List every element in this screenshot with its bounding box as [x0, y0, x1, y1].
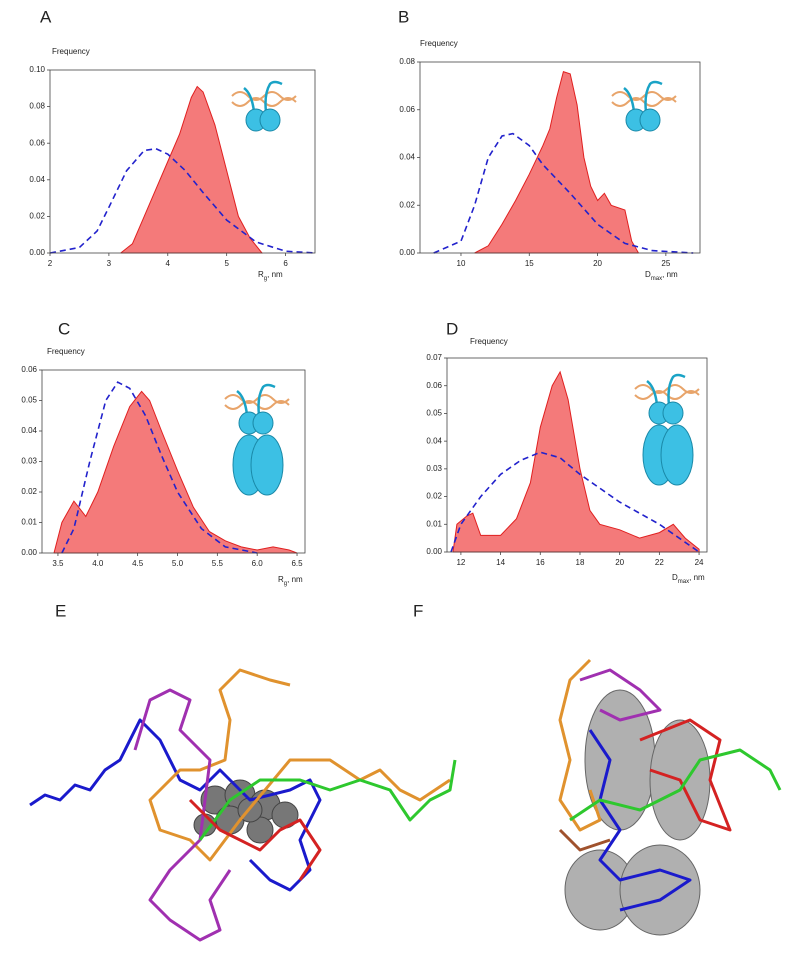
y-tick-label: 0.02 — [399, 200, 415, 209]
x-tick-label: 25 — [661, 259, 670, 268]
schematic — [635, 375, 699, 485]
x-tick-label: 18 — [576, 558, 585, 567]
y-tick-label: 0.00 — [21, 548, 37, 557]
y-axis-title: Frequency — [470, 337, 508, 346]
y-tick-label: 0.06 — [21, 365, 37, 374]
plot-frame — [446, 357, 708, 553]
x-axis-title-sub: g — [284, 581, 287, 587]
x-axis-title-unit: , nm — [267, 270, 283, 279]
y-tick-label: 0.08 — [29, 102, 45, 111]
x-axis-title-main: R — [278, 575, 284, 584]
x-tick-label: 6.0 — [252, 559, 264, 568]
y-tick-label: 0.06 — [399, 105, 415, 114]
y-tick-label: 0.03 — [426, 464, 442, 473]
x-axis-title-main: D — [645, 270, 651, 279]
line — [450, 451, 700, 553]
x-tick-label: 4 — [166, 259, 171, 268]
chart-panel: 0.00 0.02 0.04 0.06 0.08 10 15 20 25 B Frequency Dm… — [398, 7, 701, 282]
x-axis-title-sub: max — [651, 276, 662, 282]
structure-f — [558, 658, 782, 936]
y-axis-title: Frequency — [47, 347, 85, 356]
x-tick-label: 4.0 — [92, 559, 104, 568]
y-tick-label: 0.00 — [426, 547, 442, 556]
y-tick-label: 0.02 — [426, 492, 442, 501]
y-tick-label: 0.04 — [399, 153, 415, 162]
x-tick-label: 5.5 — [212, 559, 224, 568]
chart-panel: 0.00 0.01 0.02 0.03 0.04 0.05 0.06 3.5 4.0 4.5 5.0… — [21, 319, 306, 587]
chart-panel: 0.00 0.02 0.04 0.06 0.08 0.10 2 3 4 5 6 A Frequency R… — [29, 7, 316, 282]
x-tick-label: 5.0 — [172, 559, 184, 568]
y-tick-label: 0.04 — [426, 436, 442, 445]
y-tick-label: 0.05 — [426, 409, 442, 418]
area — [474, 70, 639, 254]
x-tick-label: 5 — [224, 259, 229, 268]
x-axis-title-sub: max — [678, 579, 689, 585]
y-tick-label: 0.04 — [29, 175, 45, 184]
y-tick-label: 0.05 — [21, 396, 37, 405]
x-axis-title: Rg, nm — [258, 270, 283, 281]
chart-panel: 0.00 0.01 0.02 0.03 0.04 0.05 0.06 0.07 12 14 16 18… — [426, 319, 708, 585]
panel-label: B — [398, 7, 409, 26]
x-tick-label: 22 — [655, 558, 664, 567]
panel-label: E — [55, 601, 66, 620]
y-tick-label: 0.07 — [426, 353, 442, 362]
x-tick-label: 4.5 — [132, 559, 144, 568]
line — [61, 381, 258, 554]
y-tick-label: 0.10 — [29, 65, 45, 74]
schematic — [610, 80, 678, 133]
y-tick-label: 0.01 — [426, 519, 442, 528]
x-axis-title-main: D — [672, 573, 678, 582]
schematic — [230, 80, 298, 133]
x-tick-label: 14 — [496, 558, 505, 567]
x-tick-label: 6 — [283, 259, 288, 268]
y-tick-label: 0.04 — [21, 426, 37, 435]
x-tick-label: 12 — [456, 558, 465, 567]
y-tick-label: 0.03 — [21, 457, 37, 466]
x-axis-title-unit: , nm — [689, 573, 705, 582]
x-tick-label: 20 — [615, 558, 624, 567]
schematic — [225, 385, 289, 495]
x-axis-title-sub: g — [264, 276, 267, 282]
x-tick-label: 24 — [695, 558, 704, 567]
structure-e — [29, 668, 457, 942]
y-axis-title: Frequency — [420, 39, 458, 48]
x-tick-label: 15 — [525, 259, 534, 268]
x-axis-title: Dmax, nm — [645, 270, 678, 281]
x-tick-label: 3 — [107, 259, 112, 268]
panel-label: A — [40, 7, 52, 26]
panel-label: D — [446, 319, 458, 338]
x-tick-label: 16 — [536, 558, 545, 567]
y-tick-label: 0.00 — [29, 248, 45, 257]
y-tick-label: 0.08 — [399, 57, 415, 66]
area — [452, 370, 700, 553]
y-axis-title: Frequency — [52, 47, 90, 56]
plot-frame — [49, 69, 316, 254]
x-tick-label: 2 — [48, 259, 53, 268]
panel-label: C — [58, 319, 70, 338]
y-tick-label: 0.00 — [399, 248, 415, 257]
x-axis-title-unit: , nm — [287, 575, 303, 584]
panel-label: F — [413, 601, 423, 620]
x-axis-title: Dmax, nm — [672, 573, 705, 584]
line — [433, 132, 694, 254]
y-tick-label: 0.06 — [426, 381, 442, 390]
x-tick-label: 3.5 — [52, 559, 64, 568]
area — [120, 85, 264, 254]
y-tick-label: 0.02 — [21, 487, 37, 496]
x-tick-label: 10 — [457, 259, 466, 268]
x-tick-label: 6.5 — [291, 559, 303, 568]
line — [49, 147, 316, 254]
x-axis-title-main: R — [258, 270, 264, 279]
x-axis-title: Rg, nm — [278, 575, 303, 586]
x-tick-label: 20 — [593, 259, 602, 268]
y-tick-label: 0.02 — [29, 212, 45, 221]
area — [53, 390, 298, 554]
y-tick-label: 0.06 — [29, 138, 45, 147]
y-tick-label: 0.01 — [21, 518, 37, 527]
x-axis-title-unit: , nm — [662, 270, 678, 279]
